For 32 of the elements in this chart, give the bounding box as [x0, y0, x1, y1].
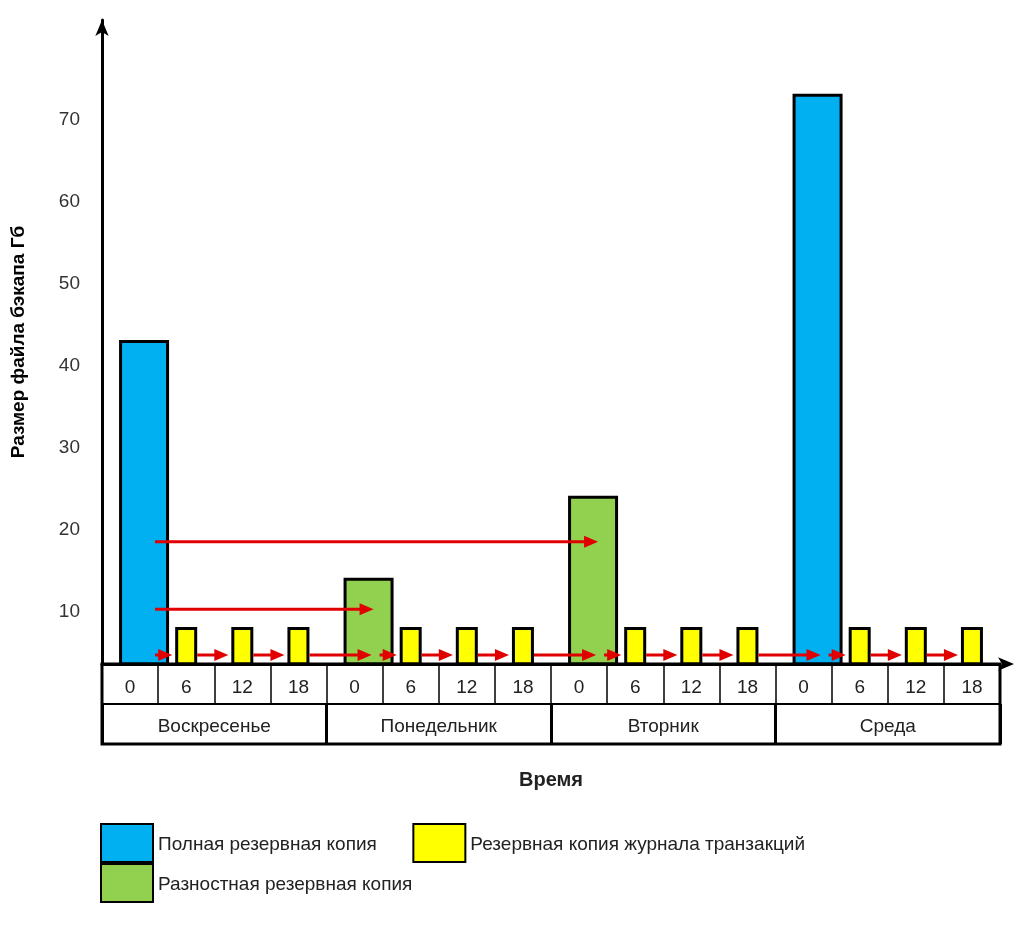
y-tick-label: 10: [58, 600, 80, 622]
x-tick-label: 6: [629, 676, 641, 697]
x-axis-title: Время: [519, 768, 583, 790]
text: Понедельник: [380, 715, 498, 736]
y-tick-label: 70: [58, 107, 80, 129]
y-tick-label: 60: [58, 189, 80, 211]
x-tick-label: 0: [349, 676, 360, 697]
x-tick-label: 18: [961, 676, 983, 697]
y-tick-label: 40: [58, 354, 80, 376]
x-tick-label: 0: [573, 676, 585, 697]
x-tick-label: 6: [405, 676, 416, 697]
x-tick-label: 12: [905, 676, 927, 697]
x-tick-label: 18: [287, 676, 310, 697]
x-tick-label: 0: [124, 676, 136, 697]
x-tick-label: 18: [736, 676, 759, 697]
x-tick-label: 12: [456, 676, 478, 697]
x-tick-label: 18: [512, 676, 534, 697]
legend-label: Резервная копия журнала транзакций: [470, 832, 806, 854]
text: Среда: [859, 715, 917, 736]
legend-label: Полная резервная копия: [158, 832, 377, 854]
text: Вторник: [627, 715, 700, 736]
x-tick-label: 0: [798, 676, 809, 697]
y-tick-label: 50: [58, 272, 80, 294]
x-tick-label: 12: [680, 676, 702, 697]
y-tick-label: 30: [58, 436, 80, 458]
x-tick-label: 12: [231, 676, 253, 697]
y-tick-label: 20: [58, 518, 80, 540]
legend-label: Разностная резервная копия: [158, 872, 413, 894]
x-tick-label: 6: [854, 676, 865, 697]
text: Воскресенье: [157, 715, 271, 736]
y-axis-title: Размер файла бэкапа Гб: [7, 225, 28, 459]
x-tick-label: 6: [180, 676, 192, 697]
